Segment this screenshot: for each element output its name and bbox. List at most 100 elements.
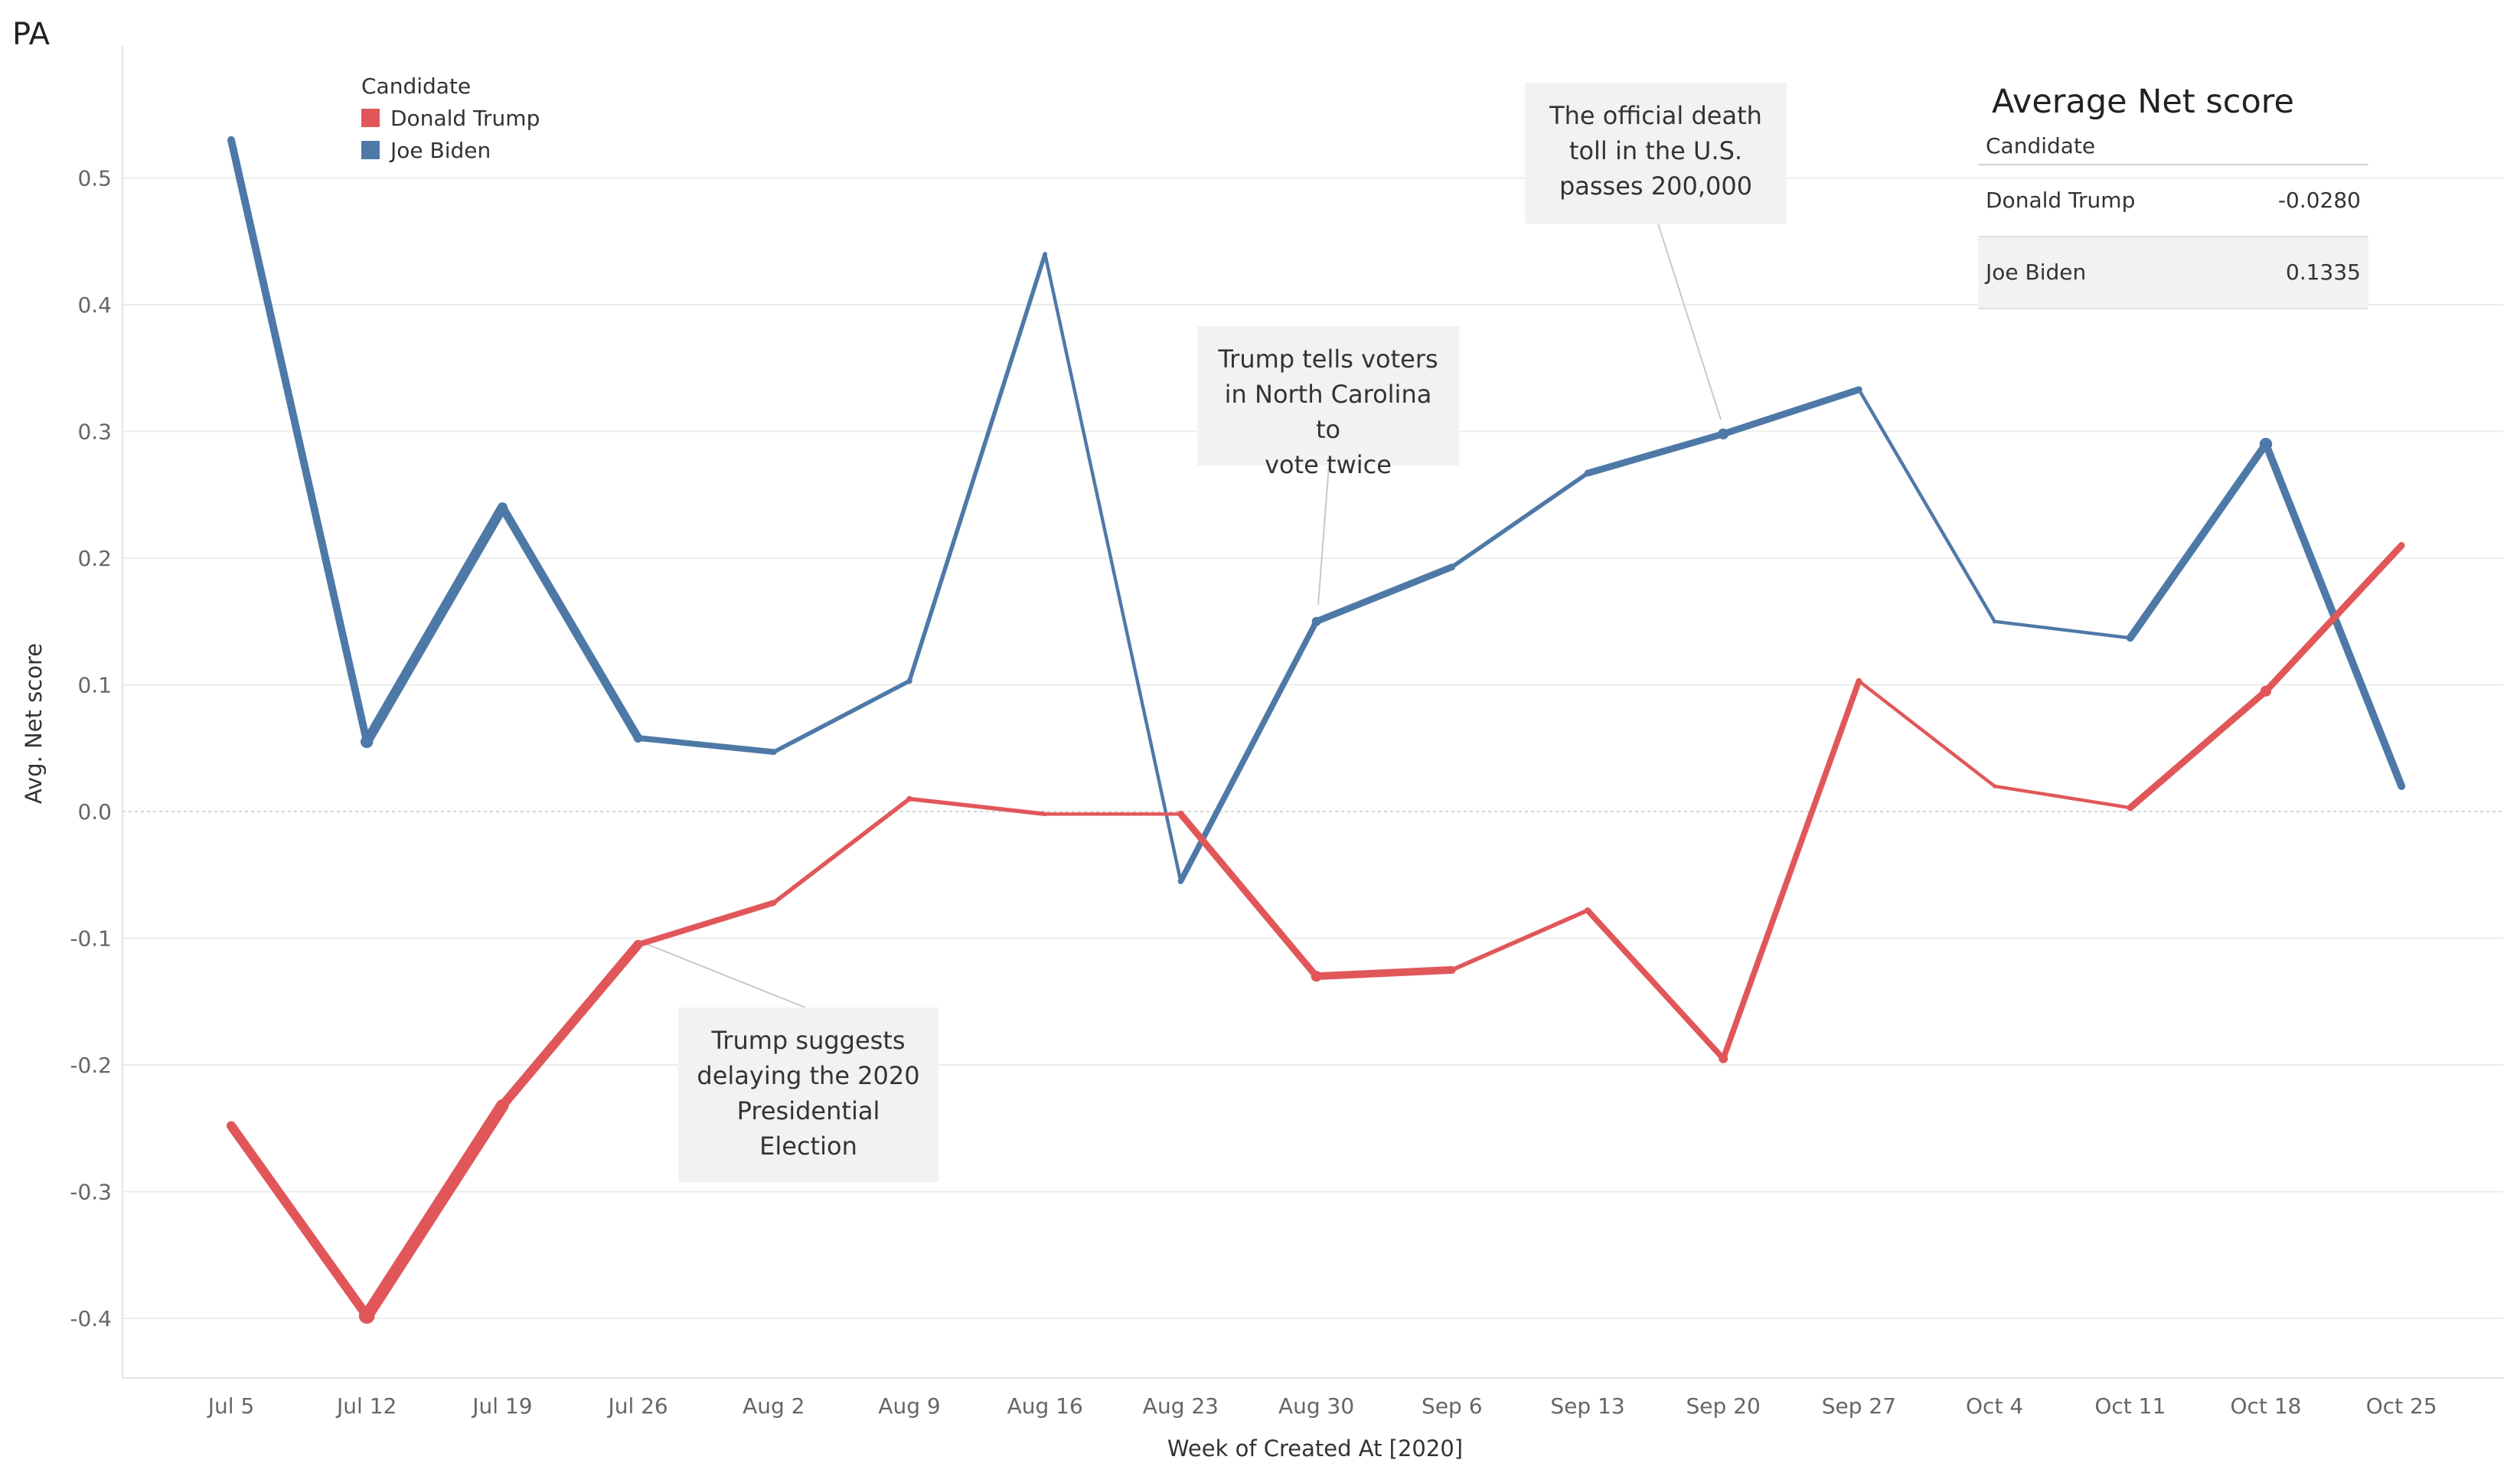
annotation-line: vote twice — [1265, 450, 1392, 479]
summary-candidate: Donald Trump — [1986, 188, 2136, 213]
data-point — [633, 733, 643, 743]
series-segment — [635, 900, 777, 948]
annotation-death-toll: The official death toll in the U.S. pass… — [1525, 83, 1787, 224]
legend-item-trump[interactable]: Donald Trump — [361, 102, 540, 134]
summary-value: -0.0280 — [2277, 188, 2361, 213]
data-point — [2399, 543, 2404, 548]
series-segment — [2127, 688, 2270, 812]
data-point — [1178, 812, 1183, 817]
annotation-line: passes 200,000 — [1559, 171, 1753, 201]
y-tick-label: 0.4 — [77, 292, 112, 318]
annotation-line: toll in the U.S. — [1568, 136, 1743, 165]
y-tick-label: 0.0 — [77, 799, 112, 825]
x-tick-label: Sep 6 — [1422, 1393, 1483, 1419]
data-point — [2399, 784, 2404, 789]
leader-line — [644, 942, 806, 1008]
annotation-line: Election — [759, 1132, 857, 1161]
average-net-score-table: Average Net score Candidate Donald Trump… — [1978, 75, 2368, 309]
annotation-line: Trump suggests — [711, 1026, 906, 1055]
chart-labels: 0.5 0.4 0.3 0.2 0.1 0.0 -0.1 -0.2 -0.3 -0.4 Jul 5 J… — [21, 166, 2437, 1462]
data-point — [772, 900, 776, 905]
data-point — [361, 735, 374, 749]
legend-item-biden[interactable]: Joe Biden — [361, 134, 540, 166]
data-point — [1992, 619, 1997, 624]
y-tick-label: -0.1 — [70, 926, 112, 952]
series-segment — [1450, 908, 1590, 972]
series-segment — [1312, 965, 1456, 981]
series-segment — [1993, 619, 2133, 640]
data-point — [1856, 387, 1862, 392]
legend-swatch-biden — [361, 141, 380, 159]
data-point — [1449, 967, 1455, 973]
data-point — [2259, 437, 2273, 451]
page-title: PA — [12, 17, 50, 52]
legend-label-trump: Donald Trump — [390, 105, 540, 131]
series-segment — [360, 1099, 509, 1322]
series-segment — [772, 796, 912, 905]
chart-series — [226, 136, 2406, 1324]
data-point — [1043, 252, 1047, 256]
x-axis-title: Week of Created At [2020] — [1167, 1435, 1463, 1462]
series-segment — [1857, 679, 1996, 789]
annotation-line: Presidential — [736, 1096, 880, 1125]
legend-title: Candidate — [361, 73, 472, 99]
series-segment — [1585, 907, 1727, 1062]
leader-line — [1657, 223, 1722, 420]
series-segment — [1043, 252, 1183, 883]
data-point — [358, 1308, 375, 1324]
summary-header: Candidate — [1978, 129, 2368, 165]
data-point — [229, 138, 233, 142]
series-segment — [361, 502, 508, 747]
series-segment — [907, 252, 1047, 684]
annotation-delay-election: Trump suggests delaying the 2020 Preside… — [678, 1008, 938, 1182]
x-tick-label: Jul 26 — [606, 1393, 668, 1419]
y-tick-label: -0.2 — [70, 1053, 112, 1078]
y-tick-label: 0.2 — [77, 546, 112, 571]
x-tick-label: Oct 25 — [2366, 1393, 2437, 1419]
series-segment — [498, 939, 643, 1111]
data-point — [906, 678, 912, 684]
series-segment — [1720, 678, 1862, 1062]
x-tick-label: Aug 23 — [1143, 1393, 1219, 1419]
x-tick-label: Jul 5 — [207, 1393, 255, 1419]
annotation-vote-twice: Trump tells voters in North Carolina to … — [1197, 326, 1459, 479]
x-tick-label: Oct 18 — [2231, 1393, 2302, 1419]
data-point — [1449, 563, 1455, 570]
y-axis-title: Avg. Net score — [21, 643, 47, 804]
legend-label-biden: Joe Biden — [390, 137, 491, 163]
series-segment — [907, 796, 1047, 817]
y-tick-label: 0.1 — [77, 673, 112, 698]
annotation-line: delaying the 2020 — [697, 1061, 920, 1090]
series-segment — [1177, 810, 1320, 980]
annotation-line: in North Carolina to — [1224, 380, 1432, 444]
data-point — [2128, 805, 2133, 810]
legend-swatch-trump — [361, 109, 380, 127]
series-segment — [1857, 387, 1996, 623]
summary-title: Average Net score — [1992, 83, 2294, 121]
x-tick-label: Oct 11 — [2094, 1393, 2166, 1419]
data-point — [1043, 812, 1047, 817]
series-segment — [1313, 563, 1456, 625]
data-point — [1585, 471, 1590, 475]
y-tick-label: -0.3 — [70, 1180, 112, 1205]
x-tick-label: Jul 19 — [471, 1393, 532, 1419]
series-segment — [2126, 440, 2270, 642]
data-point — [1311, 971, 1322, 982]
x-tick-label: Jul 12 — [335, 1393, 397, 1419]
data-point — [1992, 784, 1997, 789]
series-segment — [1450, 471, 1590, 570]
data-point — [1856, 678, 1862, 684]
data-point — [2128, 635, 2133, 640]
legend: Candidate Donald Trump Joe Biden — [361, 73, 540, 166]
annotation-line: Trump tells voters — [1218, 345, 1438, 374]
data-point — [1311, 616, 1321, 626]
summary-value: 0.1335 — [2286, 260, 2361, 285]
chart-axes — [122, 46, 2503, 1379]
series-segment — [498, 503, 643, 743]
data-point — [497, 1099, 508, 1112]
series-segment — [772, 678, 912, 754]
series-segment — [227, 136, 371, 746]
series-segment — [635, 735, 777, 756]
data-point — [229, 1123, 233, 1128]
x-tick-label: Aug 2 — [743, 1393, 805, 1419]
